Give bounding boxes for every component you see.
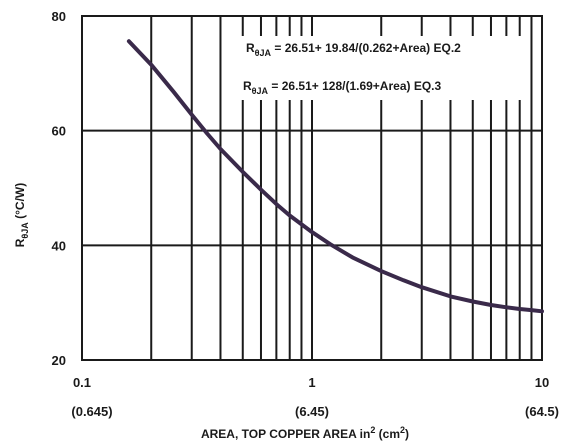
y-tick-labels: 20 40 60 80: [52, 9, 66, 368]
equation-2-text: = 26.51+ 19.84/(0.262+Area) EQ.2: [271, 41, 461, 55]
plot-area-frame: [81, 15, 543, 361]
equation-2: RθJA = 26.51+ 19.84/(0.262+Area) EQ.2: [246, 41, 461, 58]
y-tick-label: 40: [52, 238, 66, 253]
series-layer: [126, 39, 544, 314]
y-tick-label: 60: [52, 124, 66, 139]
y-axis-label: RθJA (°C/W): [13, 183, 30, 248]
x-tick-label: 1: [308, 375, 315, 390]
x-tick-sublabel: (0.645): [71, 404, 112, 419]
x-tick-sublabel: (6.45): [295, 404, 329, 419]
x-tick-sublabel: (64.5): [525, 404, 559, 419]
equation-2-subscript: θJA: [255, 48, 272, 58]
equation-2-lead: R: [246, 41, 255, 55]
y-tick-label: 80: [52, 9, 66, 24]
equation-annotations: RθJA = 26.51+ 19.84/(0.262+Area) EQ.2 Rθ…: [238, 36, 530, 100]
y-tick-label: 20: [52, 353, 66, 368]
x-tick-label: 10: [535, 375, 549, 390]
equation-3-text: = 26.51+ 128/(1.69+Area) EQ.3: [268, 79, 441, 93]
equation-3: RθJA = 26.51+ 128/(1.69+Area) EQ.3: [243, 79, 441, 96]
equation-background: [238, 36, 530, 100]
x-axis-label: AREA, TOP COPPER AREA in2 (cm2): [201, 425, 409, 441]
equation-3-subscript: θJA: [252, 86, 269, 96]
x-tick-label: 0.1: [73, 375, 91, 390]
x-tick-labels: 0.1 1 10 (0.645) (6.45) (64.5): [71, 375, 559, 419]
series-line-0: [126, 39, 544, 314]
equation-3-lead: R: [243, 79, 252, 93]
